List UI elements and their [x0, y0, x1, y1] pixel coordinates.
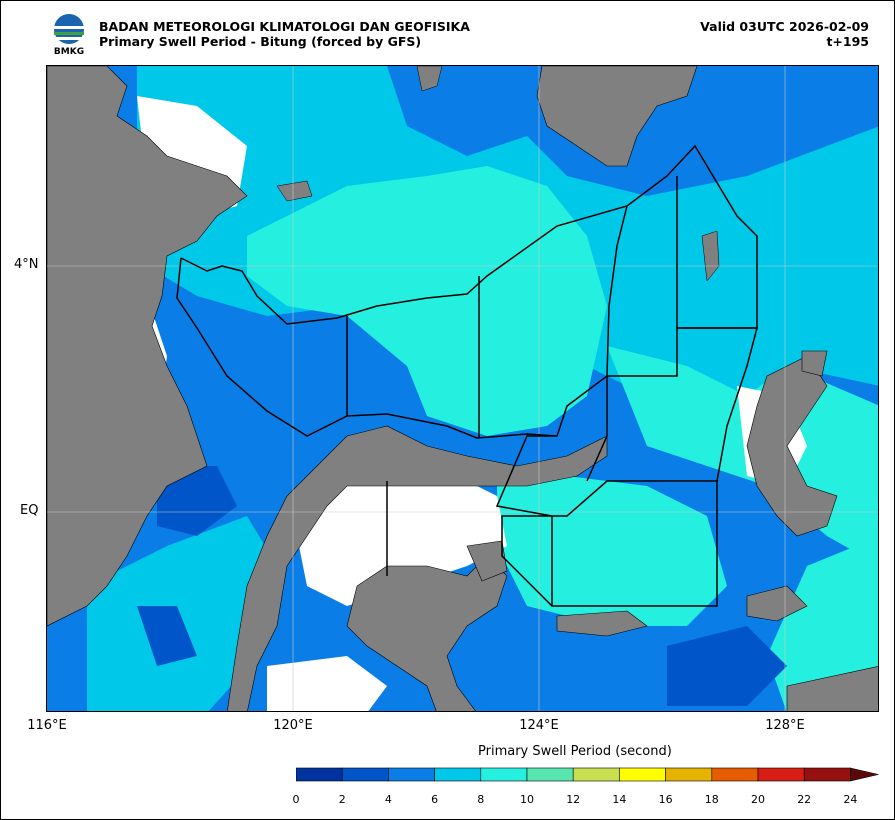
white-banda: [267, 656, 387, 711]
lat-label-eq: EQ: [20, 503, 39, 518]
land-morotai: [801, 350, 828, 377]
land-halmahera: [746, 355, 838, 537]
colorbar-tick-label: 8: [477, 793, 485, 806]
colorbar-title: Primary Swell Period (second): [478, 744, 672, 759]
lon-label-116e: 116°E: [27, 718, 67, 733]
org-title: BADAN METEOROLOGI KLIMATOLOGI DAN GEOFIS…: [99, 19, 470, 34]
colorbar-extend-arrow: [850, 767, 879, 782]
colorbar-segment: [296, 767, 343, 782]
colorbar-tick-label: 10: [520, 793, 534, 806]
colorbar-segment: [757, 767, 805, 782]
land-seram: [746, 585, 808, 622]
colorbar-segment: [572, 767, 620, 782]
colorbar-tick-label: 14: [612, 793, 627, 806]
colorbar-tick-label: 20: [751, 793, 765, 806]
header-right: Valid 03UTC 2026-02-09 t+195: [700, 19, 869, 49]
colorbar-segment: [619, 767, 666, 782]
colorbar-tick-label: 2: [338, 793, 346, 806]
land-sulawesi: [226, 425, 608, 711]
logo-text: BMKG: [54, 47, 84, 56]
lon-label-120e: 120°E: [273, 718, 313, 733]
colorbar-segment: [341, 767, 389, 782]
land-palawan: [416, 66, 443, 92]
deep-blue-sw: [157, 466, 237, 536]
colorbar: [296, 767, 879, 782]
turquoise-south: [497, 476, 727, 626]
bmkg-logo: BMKG: [54, 14, 84, 56]
colorbar-tick-label: 4: [384, 793, 392, 806]
colorbar-segment: [665, 767, 713, 782]
lon-label-124e: 124°E: [519, 718, 559, 733]
turquoise-se: [767, 536, 878, 711]
colorbar-tick-label: 0: [292, 793, 300, 806]
land-borneo: [47, 66, 248, 627]
colorbar-tick-label: 24: [843, 793, 858, 806]
lat-label-4n: 4°N: [14, 257, 39, 272]
land-papua: [786, 666, 878, 711]
lon-label-128e: 128°E: [765, 718, 805, 733]
colorbar-segment: [803, 767, 851, 782]
colorbar-segment: [526, 767, 574, 782]
graticule: [47, 66, 878, 711]
swell-map: [46, 65, 879, 712]
white-gulf-tomini: [297, 476, 507, 606]
colorbar-tick-label: 16: [658, 793, 673, 806]
land-sulawesi-se: [466, 540, 508, 582]
land-sulu-islands: [276, 180, 313, 202]
turquoise-central: [247, 166, 607, 436]
colorbar-segment: [434, 767, 482, 782]
colorbar-segment: [480, 767, 528, 782]
valid-time: Valid 03UTC 2026-02-09: [700, 19, 869, 34]
land-buru: [556, 610, 648, 637]
land-mindanao: [536, 66, 698, 167]
colorbar-tick-label: 18: [704, 793, 719, 806]
colorbar-segment: [711, 767, 759, 782]
deep-blue-south: [137, 606, 197, 666]
map-subtitle: Primary Swell Period - Bitung (forced by…: [99, 34, 422, 49]
map-canvas: [47, 66, 878, 711]
colorbar-tick-label: 22: [797, 793, 812, 806]
area-boundaries: [176, 144, 758, 607]
colorbar-tick-label: 6: [431, 793, 439, 806]
colorbar-segment: [388, 767, 435, 782]
deep-blue-east: [667, 626, 787, 706]
colorbar-tick-label: 12: [566, 793, 581, 806]
cyan-sw: [87, 516, 277, 711]
lead-time: t+195: [826, 34, 869, 49]
header-left: BADAN METEOROLOGI KLIMATOLOGI DAN GEOFIS…: [99, 19, 470, 49]
